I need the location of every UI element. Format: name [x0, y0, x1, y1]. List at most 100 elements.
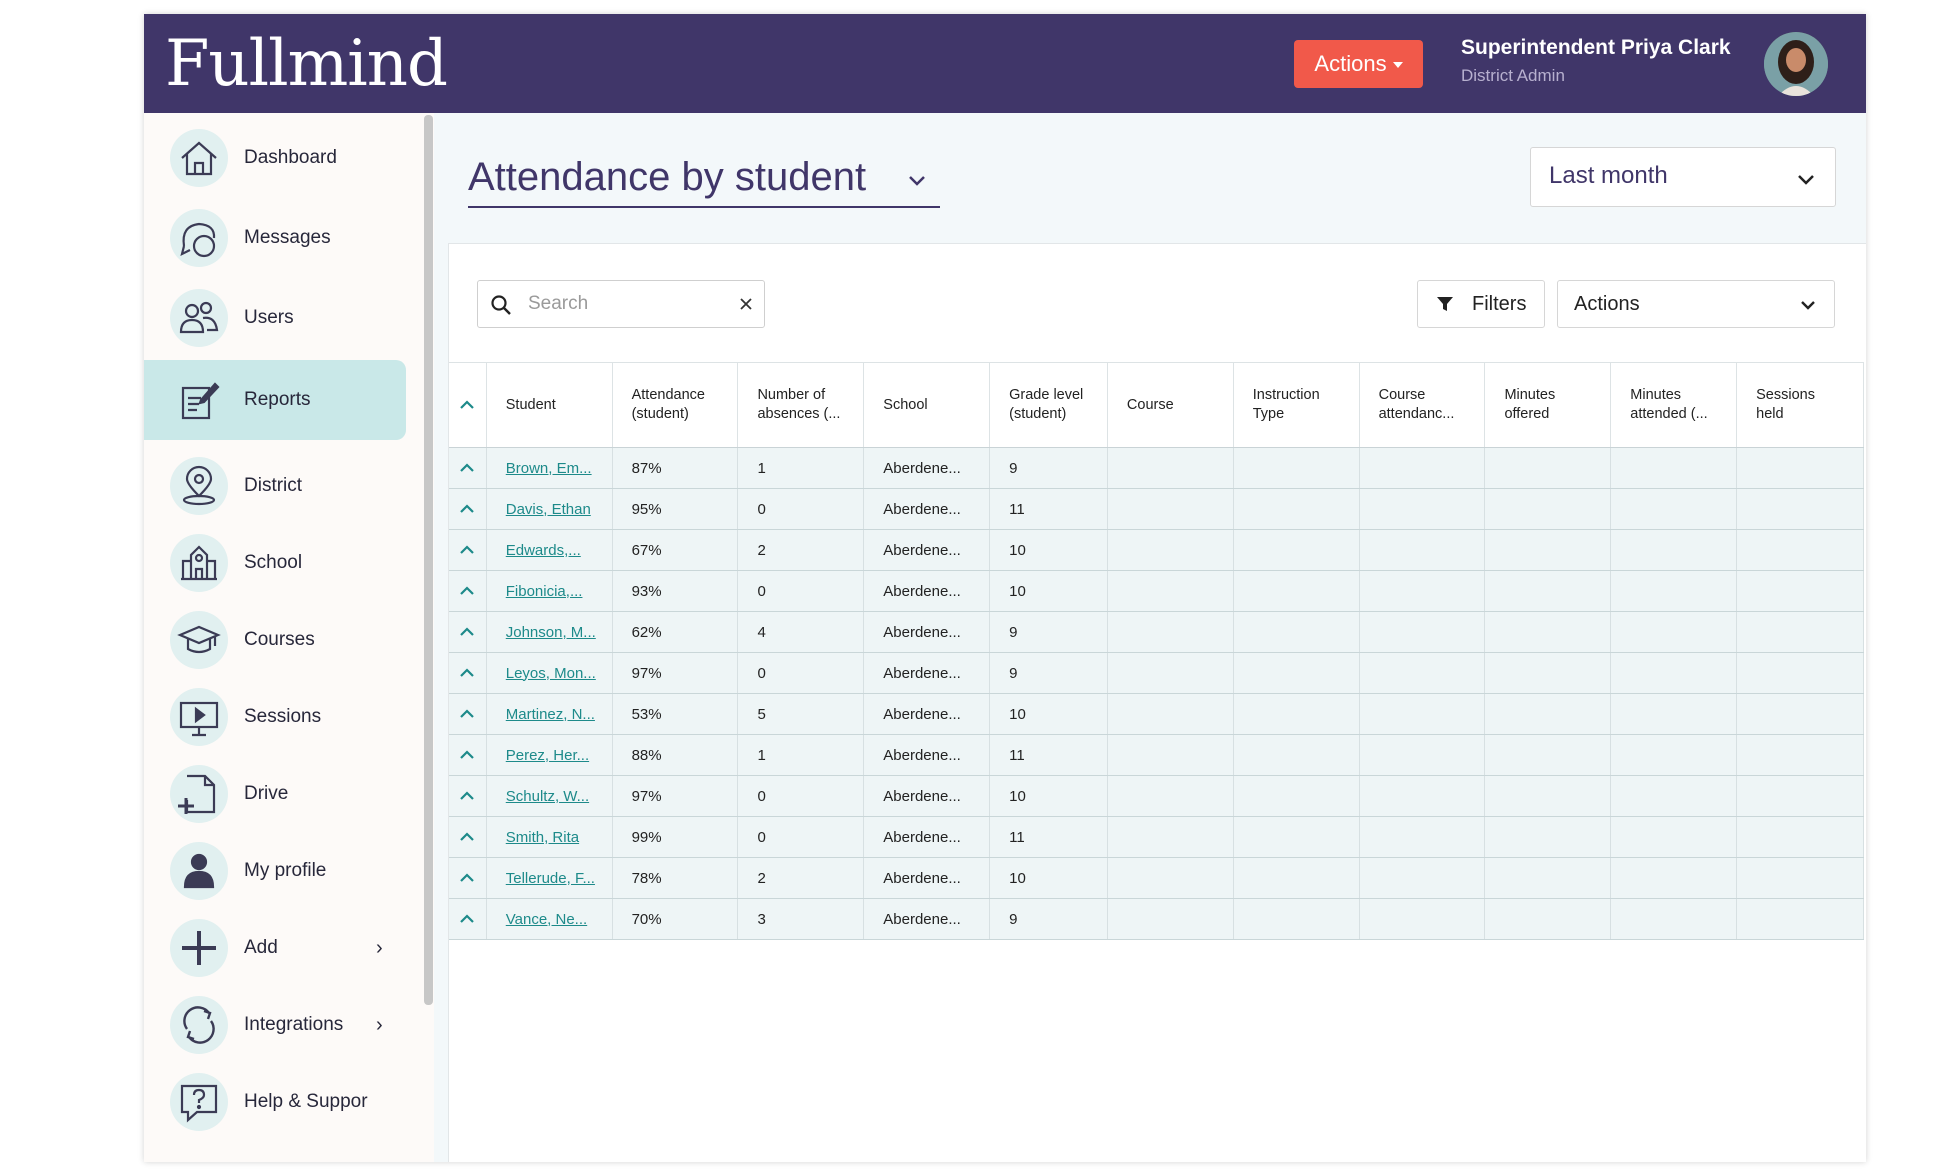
cell-grade: 11 [989, 816, 1108, 858]
sidebar-scrollbar[interactable] [424, 115, 433, 1005]
chevron-down-icon[interactable] [906, 169, 928, 191]
table-row[interactable]: Martinez, N... 53% 5 Aberdene... 10 [449, 693, 1864, 735]
column-header[interactable]: Course attendanc... [1359, 362, 1486, 448]
column-header[interactable]: Number of absences (... [737, 362, 865, 448]
student-link[interactable]: Edwards,... [505, 541, 581, 559]
table-row[interactable]: Edwards,... 67% 2 Aberdene... 10 [449, 529, 1864, 571]
header-actions-label: Actions [1314, 51, 1387, 76]
row-expand-toggle[interactable] [449, 775, 487, 817]
cell-school: Aberdene... [863, 488, 991, 530]
sidebar-item-users[interactable]: Users [144, 278, 406, 358]
table-row[interactable]: Schultz, W... 97% 0 Aberdene... 10 [449, 775, 1864, 817]
sidebar-item-my-profile[interactable]: My profile [144, 831, 406, 911]
cell-attendance: 62% [612, 611, 739, 653]
column-header-line: Sessions [1756, 387, 1815, 403]
column-header-line: absences (... [757, 406, 841, 422]
table-row[interactable]: Brown, Em... 87% 1 Aberdene... 9 [449, 447, 1864, 489]
actions-select[interactable]: Actions [1557, 280, 1835, 328]
column-header[interactable]: Attendance (student) [612, 362, 739, 448]
header-actions-button[interactable]: Actions [1294, 40, 1423, 88]
cell-empty [1233, 775, 1360, 817]
student-link[interactable]: Perez, Her... [505, 746, 590, 764]
chevron-down-icon [1798, 175, 1814, 185]
table-row[interactable]: Perez, Her... 88% 1 Aberdene... 11 [449, 734, 1864, 776]
row-expand-toggle[interactable] [449, 816, 487, 858]
sidebar-item-messages[interactable]: Messages [144, 198, 406, 278]
cell-absences: 2 [737, 857, 865, 899]
column-header[interactable]: Minutes offered [1484, 362, 1612, 448]
cell-student: Vance, Ne... [486, 898, 613, 940]
student-link[interactable]: Leyos, Mon... [505, 664, 596, 682]
column-header[interactable]: School [863, 362, 991, 448]
user-name: Superintendent Priya Clark [1461, 36, 1731, 59]
close-icon[interactable] [736, 294, 756, 314]
avatar[interactable] [1764, 32, 1828, 96]
page-title[interactable]: Attendance by student [468, 155, 867, 199]
table-row[interactable]: Vance, Ne... 70% 3 Aberdene... 9 [449, 898, 1864, 940]
row-expand-toggle[interactable] [449, 652, 487, 694]
column-header[interactable]: Sessions held [1736, 362, 1864, 448]
table-row[interactable]: Davis, Ethan 95% 0 Aberdene... 11 [449, 488, 1864, 530]
row-expand-toggle[interactable] [449, 447, 487, 489]
row-expand-toggle[interactable] [449, 570, 487, 612]
cell-attendance: 97% [612, 775, 739, 817]
cell-empty [1107, 652, 1234, 694]
sidebar-item-integrations[interactable]: Integrations › [144, 985, 406, 1065]
row-expand-toggle[interactable] [449, 898, 487, 940]
period-select[interactable]: Last month [1530, 147, 1836, 207]
table-row[interactable]: Fibonicia,... 93% 0 Aberdene... 10 [449, 570, 1864, 612]
table-row[interactable]: Smith, Rita 99% 0 Aberdene... 11 [449, 816, 1864, 858]
cell-empty [1484, 570, 1612, 612]
row-expand-toggle[interactable] [449, 693, 487, 735]
sidebar-item-help[interactable]: Help & Suppor [144, 1062, 406, 1142]
sidebar-item-school[interactable]: School [144, 523, 406, 603]
collapse-all-toggle[interactable] [449, 362, 487, 448]
filters-button[interactable]: Filters [1417, 280, 1545, 328]
row-expand-toggle[interactable] [449, 529, 487, 571]
sidebar-item-reports[interactable]: Reports [144, 360, 406, 440]
column-header[interactable]: Course [1107, 362, 1234, 448]
column-header[interactable]: Minutes attended (... [1610, 362, 1738, 448]
student-link[interactable]: Martinez, N... [505, 705, 595, 723]
cell-empty [1736, 857, 1864, 899]
column-header[interactable]: Student [486, 362, 613, 448]
row-expand-toggle[interactable] [449, 857, 487, 899]
cell-empty [1484, 652, 1612, 694]
chevron-up-icon [460, 627, 475, 636]
row-expand-toggle[interactable] [449, 611, 487, 653]
row-expand-toggle[interactable] [449, 488, 487, 530]
table-row[interactable]: Leyos, Mon... 97% 0 Aberdene... 9 [449, 652, 1864, 694]
row-expand-toggle[interactable] [449, 734, 487, 776]
student-link[interactable]: Smith, Rita [505, 828, 580, 846]
cell-empty [1484, 857, 1612, 899]
table-header-row: Student Attendance (student) Number of absen… [449, 362, 1864, 448]
student-link[interactable]: Fibonicia,... [505, 582, 583, 600]
student-link[interactable]: Schultz, W... [505, 787, 590, 805]
table-row[interactable]: Tellerude, F... 78% 2 Aberdene... 10 [449, 857, 1864, 899]
cell-empty [1107, 734, 1234, 776]
fullmind-logo[interactable]: Fullmind [165, 27, 448, 101]
chevron-up-icon [460, 709, 475, 718]
sidebar-item-drive[interactable]: Drive [144, 754, 406, 834]
cell-absences: 1 [737, 447, 865, 489]
table-row[interactable]: Johnson, M... 62% 4 Aberdene... 9 [449, 611, 1864, 653]
cell-empty [1107, 570, 1234, 612]
column-header[interactable]: Grade level (student) [989, 362, 1108, 448]
sidebar-item-label: School [244, 552, 303, 573]
sidebar-item-courses[interactable]: Courses [144, 600, 406, 680]
student-link[interactable]: Brown, Em... [505, 459, 592, 477]
column-header-line: Student [505, 396, 556, 413]
sidebar-item-dashboard[interactable]: Dashboard [144, 118, 406, 198]
search-input[interactable] [528, 289, 728, 319]
cell-empty [1233, 857, 1360, 899]
sidebar-item-district[interactable]: District [144, 446, 406, 526]
student-link[interactable]: Tellerude, F... [505, 869, 595, 887]
sidebar-item-sessions[interactable]: Sessions [144, 677, 406, 757]
student-link[interactable]: Vance, Ne... [505, 910, 588, 928]
sidebar-item-add[interactable]: Add › [144, 908, 406, 988]
student-link[interactable]: Johnson, M... [505, 623, 596, 641]
student-link[interactable]: Davis, Ethan [505, 500, 591, 518]
column-header[interactable]: Instruction Type [1233, 362, 1360, 448]
table-body: Brown, Em... 87% 1 Aberdene... 9 Davis, Ethan… [449, 447, 1864, 940]
